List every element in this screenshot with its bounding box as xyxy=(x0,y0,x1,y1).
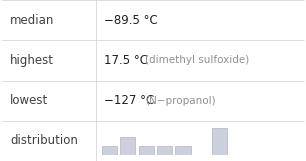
Text: median: median xyxy=(10,14,54,27)
Text: distribution: distribution xyxy=(10,134,78,147)
Bar xyxy=(175,146,191,155)
Bar xyxy=(157,146,172,155)
Text: highest: highest xyxy=(10,54,54,67)
Text: −127 °C: −127 °C xyxy=(104,94,155,107)
Bar xyxy=(102,146,117,155)
Bar xyxy=(212,128,227,155)
Bar xyxy=(120,137,136,155)
Text: lowest: lowest xyxy=(10,94,48,107)
Bar xyxy=(139,146,154,155)
Text: (dimethyl sulfoxide): (dimethyl sulfoxide) xyxy=(145,55,249,65)
Text: 17.5 °C: 17.5 °C xyxy=(104,54,148,67)
Text: −89.5 °C: −89.5 °C xyxy=(104,14,158,27)
Text: (N−propanol): (N−propanol) xyxy=(145,96,215,106)
